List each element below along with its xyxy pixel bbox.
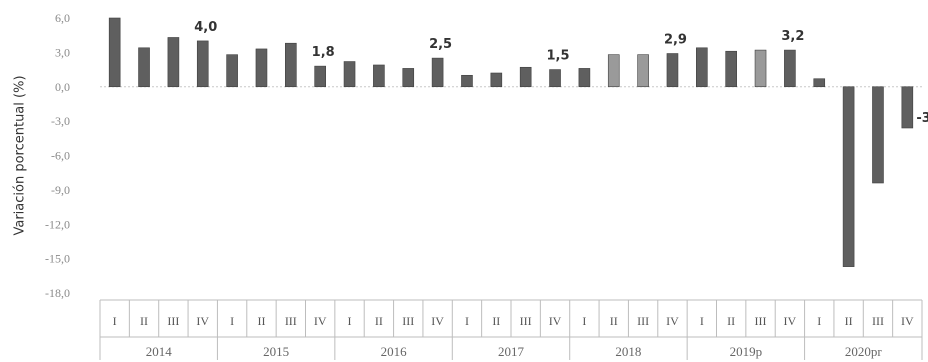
quarter-label: III bbox=[637, 314, 649, 328]
quarter-label: II bbox=[610, 314, 618, 328]
bar-2018-I bbox=[578, 68, 591, 88]
bar-2015-III bbox=[285, 42, 297, 88]
quarter-label: IV bbox=[314, 314, 327, 328]
quarter-label: II bbox=[257, 314, 265, 328]
year-label: 2020pr bbox=[845, 344, 883, 359]
quarter-label: III bbox=[285, 314, 297, 328]
quarter-label: I bbox=[230, 314, 234, 328]
y-tick-label: 6,0 bbox=[55, 11, 70, 25]
bar-2019p-II bbox=[725, 50, 737, 88]
bar-2017-IV bbox=[549, 69, 561, 88]
bar-2018-II bbox=[607, 54, 620, 88]
quarter-label: I bbox=[465, 314, 469, 328]
y-tick-label: -9,0 bbox=[51, 183, 70, 197]
data-label: 1,8 bbox=[312, 45, 335, 60]
bar-2014-IV bbox=[196, 40, 209, 88]
quarter-label: IV bbox=[901, 314, 914, 328]
quarter-label: I bbox=[817, 314, 821, 328]
quarter-label: II bbox=[492, 314, 500, 328]
bar-2014-I bbox=[108, 17, 121, 88]
y-tick-label: -12,0 bbox=[45, 217, 70, 231]
year-label: 2014 bbox=[146, 344, 173, 359]
data-label: -3,6 bbox=[916, 111, 928, 126]
quarter-label: III bbox=[755, 314, 767, 328]
y-tick-label: -6,0 bbox=[51, 149, 70, 163]
bar-2019p-III bbox=[754, 49, 767, 88]
data-label: 3,2 bbox=[781, 29, 804, 44]
year-label: 2015 bbox=[263, 344, 289, 359]
year-label: 2018 bbox=[615, 344, 641, 359]
quarter-label: II bbox=[375, 314, 383, 328]
data-label: 2,5 bbox=[429, 37, 452, 52]
quarter-label: I bbox=[113, 314, 117, 328]
bar-2020pr-I bbox=[813, 78, 826, 88]
quarter-label: III bbox=[167, 314, 179, 328]
year-label: 2019p bbox=[730, 344, 763, 359]
bar-2015-II bbox=[255, 48, 268, 88]
quarter-label: IV bbox=[784, 314, 797, 328]
bar-2017-III bbox=[519, 66, 532, 88]
quarter-label: IV bbox=[431, 314, 444, 328]
bar-2019p-I bbox=[696, 47, 708, 88]
quarter-label: II bbox=[140, 314, 148, 328]
bar-2016-II bbox=[373, 64, 385, 88]
y-tick-label: 3,0 bbox=[55, 45, 70, 59]
bar-2020pr-III bbox=[872, 86, 884, 184]
quarter-label: I bbox=[582, 314, 586, 328]
bar-2016-IV bbox=[431, 57, 444, 88]
y-tick-label: -15,0 bbox=[45, 252, 70, 266]
quarter-label: IV bbox=[549, 314, 562, 328]
bar-2017-I bbox=[461, 74, 473, 88]
bar-2018-IV bbox=[666, 53, 679, 88]
quarter-label: I bbox=[700, 314, 704, 328]
bar-2019p-IV bbox=[784, 49, 796, 88]
bar-2016-I bbox=[343, 61, 356, 88]
y-tick-label: -3,0 bbox=[51, 114, 70, 128]
bar-2020pr-IV bbox=[901, 86, 914, 129]
bar-2020pr-II bbox=[842, 86, 855, 267]
bar-2014-II bbox=[138, 47, 150, 88]
quarter-label: IV bbox=[196, 314, 209, 328]
y-tick-label: 0,0 bbox=[55, 80, 70, 94]
quarter-label: II bbox=[845, 314, 853, 328]
quarter-label: IV bbox=[666, 314, 679, 328]
y-axis-title: Variación porcentual (%) bbox=[13, 75, 28, 235]
year-label: 2016 bbox=[381, 344, 408, 359]
bar-2014-III bbox=[167, 37, 180, 88]
bar-2018-III bbox=[637, 54, 649, 88]
bar-2016-III bbox=[402, 68, 415, 88]
data-label: 1,5 bbox=[547, 49, 570, 64]
y-tick-label: -18,0 bbox=[45, 286, 70, 300]
bar-2015-IV bbox=[314, 65, 326, 88]
bar-2015-I bbox=[226, 54, 238, 88]
quarter-label: III bbox=[520, 314, 532, 328]
quarter-label: I bbox=[348, 314, 352, 328]
quarter-label: III bbox=[402, 314, 414, 328]
year-label: 2017 bbox=[498, 344, 525, 359]
quarter-label: II bbox=[727, 314, 735, 328]
quarter-label: III bbox=[872, 314, 884, 328]
bar-2017-II bbox=[490, 72, 503, 88]
data-label: 2,9 bbox=[664, 33, 687, 48]
data-label: 4,0 bbox=[194, 20, 217, 35]
